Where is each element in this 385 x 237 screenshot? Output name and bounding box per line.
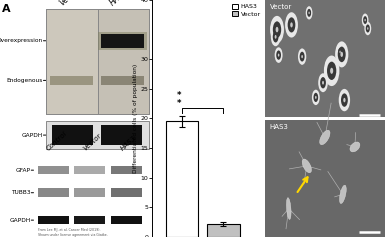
- Text: Overexpression: Overexpression: [0, 38, 43, 43]
- Text: Vector: Vector: [82, 132, 103, 152]
- Circle shape: [322, 81, 324, 85]
- FancyBboxPatch shape: [97, 9, 149, 114]
- FancyBboxPatch shape: [74, 166, 105, 174]
- Circle shape: [278, 54, 280, 57]
- Circle shape: [340, 52, 343, 57]
- Text: GAPDH: GAPDH: [9, 218, 30, 223]
- Circle shape: [312, 90, 320, 105]
- Circle shape: [273, 21, 281, 38]
- Circle shape: [306, 6, 313, 19]
- FancyBboxPatch shape: [97, 32, 147, 50]
- Circle shape: [315, 96, 316, 99]
- Circle shape: [362, 14, 368, 27]
- FancyBboxPatch shape: [100, 76, 144, 85]
- Text: From Lee MJ, et al. Cancer Med (2019).
Shown under license agreement via Giatke.: From Lee MJ, et al. Cancer Med (2019). S…: [38, 228, 108, 237]
- FancyBboxPatch shape: [100, 125, 142, 145]
- FancyBboxPatch shape: [38, 188, 69, 197]
- Text: TUBB3: TUBB3: [11, 190, 30, 195]
- FancyBboxPatch shape: [74, 216, 105, 224]
- Circle shape: [271, 27, 280, 46]
- Circle shape: [288, 17, 295, 32]
- Circle shape: [307, 9, 311, 17]
- Circle shape: [290, 22, 293, 27]
- Circle shape: [337, 46, 343, 58]
- Text: HAS3: HAS3: [270, 124, 288, 130]
- Circle shape: [330, 68, 333, 74]
- Text: GFAP: GFAP: [15, 168, 30, 173]
- Legend: HAS3, Vector: HAS3, Vector: [231, 3, 261, 17]
- Text: *: *: [177, 91, 181, 100]
- Text: Vector: Vector: [58, 0, 82, 7]
- FancyBboxPatch shape: [33, 154, 149, 235]
- Text: Control: Control: [45, 130, 68, 152]
- FancyBboxPatch shape: [100, 34, 144, 48]
- Y-axis label: Differentiated cells (% of population): Differentiated cells (% of population): [133, 64, 138, 173]
- Circle shape: [335, 41, 348, 67]
- Circle shape: [363, 16, 367, 24]
- Text: Vector: Vector: [270, 4, 292, 9]
- FancyBboxPatch shape: [111, 216, 142, 224]
- Circle shape: [365, 19, 366, 21]
- Circle shape: [318, 73, 328, 92]
- FancyBboxPatch shape: [46, 121, 149, 149]
- Circle shape: [338, 47, 346, 62]
- Ellipse shape: [320, 130, 330, 145]
- Circle shape: [327, 62, 336, 80]
- FancyBboxPatch shape: [265, 120, 385, 237]
- Bar: [207, 224, 239, 237]
- Circle shape: [276, 27, 278, 32]
- Circle shape: [273, 31, 278, 42]
- Circle shape: [298, 48, 306, 65]
- Circle shape: [270, 16, 284, 43]
- Circle shape: [300, 52, 305, 62]
- FancyBboxPatch shape: [111, 188, 142, 197]
- FancyBboxPatch shape: [46, 9, 97, 114]
- Ellipse shape: [286, 198, 291, 219]
- Circle shape: [285, 12, 298, 37]
- Circle shape: [338, 48, 342, 56]
- Circle shape: [324, 55, 340, 86]
- FancyBboxPatch shape: [111, 166, 142, 174]
- Ellipse shape: [350, 142, 360, 152]
- Circle shape: [343, 98, 346, 102]
- FancyBboxPatch shape: [50, 76, 94, 85]
- Circle shape: [364, 22, 371, 35]
- Circle shape: [313, 93, 318, 102]
- Text: Endogenous: Endogenous: [6, 78, 43, 83]
- FancyBboxPatch shape: [74, 188, 105, 197]
- FancyBboxPatch shape: [38, 216, 69, 224]
- Ellipse shape: [340, 185, 346, 204]
- FancyBboxPatch shape: [38, 166, 69, 174]
- Circle shape: [275, 47, 283, 63]
- FancyBboxPatch shape: [265, 0, 385, 117]
- Circle shape: [367, 27, 368, 30]
- Circle shape: [339, 89, 350, 111]
- Circle shape: [341, 93, 348, 107]
- Circle shape: [366, 24, 370, 32]
- Text: A: A: [2, 4, 10, 14]
- Circle shape: [301, 55, 303, 58]
- Text: *: *: [177, 99, 181, 108]
- FancyBboxPatch shape: [52, 125, 94, 145]
- Bar: [166, 121, 198, 237]
- Circle shape: [308, 12, 310, 14]
- Text: GAPDH: GAPDH: [22, 132, 43, 138]
- Ellipse shape: [302, 159, 311, 173]
- Circle shape: [276, 50, 281, 60]
- Circle shape: [320, 77, 326, 88]
- Circle shape: [340, 50, 341, 53]
- Text: HAS3: HAS3: [108, 0, 129, 7]
- Circle shape: [275, 35, 276, 39]
- Text: HAS3: HAS3: [119, 135, 137, 152]
